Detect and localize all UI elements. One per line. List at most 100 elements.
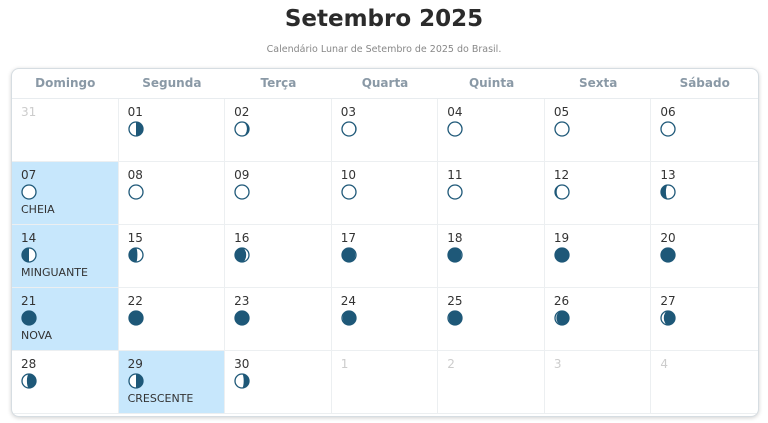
day-cell-outside-month[interactable]: 4 [651,351,758,414]
day-cell[interactable]: 17 [331,225,439,288]
day-number: 15 [127,231,143,245]
moon-phase-icon [21,184,37,200]
day-cell[interactable]: 21 NOVA [12,288,119,351]
day-number: 05 [553,105,570,119]
day-cell[interactable]: 30 [225,351,332,414]
moon-phase-label: CRESCENTE [127,392,194,405]
moon-phase-icon [554,121,570,137]
moon-phase-icon [234,184,250,200]
weekday-tuesday: Terça [260,76,297,90]
day-cell[interactable]: 24 [331,288,439,351]
day-cell[interactable]: 02 [225,99,332,162]
day-number: 11 [447,168,463,182]
moon-phase-label: MINGUANTE [21,266,88,279]
day-number: 01 [127,105,143,119]
day-number: 13 [660,168,676,182]
day-number: 23 [234,294,250,308]
moon-phase-icon [234,247,250,263]
moon-phase-icon [554,184,570,200]
day-number: 18 [447,231,463,245]
day-number: 02 [234,105,250,119]
moon-phase-icon [234,310,250,326]
day-cell[interactable]: 28 [12,351,119,414]
day-cell[interactable]: 07 CHEIA [12,162,119,225]
day-number: 1 [340,357,349,371]
day-cell-outside-month[interactable]: 1 [331,351,439,414]
day-cell[interactable]: 12 [544,162,652,225]
moon-phase-label: NOVA [21,329,53,342]
weekday-monday: Segunda [142,76,202,90]
day-number: 20 [660,231,676,245]
day-cell[interactable]: 16 [225,225,332,288]
moon-phase-icon [447,184,463,200]
day-number: 29 [127,357,143,371]
day-cell-outside-month[interactable]: 2 [438,351,545,414]
weekday-thursday: Quinta [468,76,515,90]
day-number: 31 [21,105,37,119]
day-cell[interactable]: 14 MINGUANTE [12,225,119,288]
moon-phase-icon [21,247,37,263]
moon-phase-icon [127,310,144,326]
weekday-saturday: Sábado [679,76,730,90]
day-cell[interactable]: 27 [651,288,758,351]
day-cell[interactable]: 05 [544,99,652,162]
day-number: 4 [660,357,669,371]
moon-phase-icon [127,121,144,137]
moon-phase-icon [341,184,357,200]
moon-phase-icon [21,310,37,326]
moon-phase-icon [127,373,144,389]
day-number: 17 [340,231,356,245]
day-cell[interactable]: 20 [651,225,758,288]
moon-phase-icon [447,121,463,137]
day-number: 3 [553,357,562,371]
moon-phase-icon [447,310,463,326]
day-number: 22 [127,294,143,308]
moon-phase-icon [660,184,677,200]
day-cell[interactable]: 01 [118,99,226,162]
day-cell[interactable]: 13 [651,162,758,225]
day-cell-outside-month[interactable]: 3 [544,351,652,414]
day-cell[interactable]: 10 [331,162,439,225]
day-number: 27 [660,294,676,308]
page-title: Setembro 2025 [284,6,484,32]
day-number: 12 [553,168,570,182]
moon-phase-icon [554,247,570,263]
day-cell[interactable]: 25 [438,288,545,351]
day-cell[interactable]: 04 [438,99,545,162]
day-cell[interactable]: 03 [331,99,439,162]
day-number: 16 [234,231,250,245]
day-number: 25 [447,294,463,308]
moon-phase-icon [447,247,463,263]
lunar-calendar: Domingo Segunda Terça Quarta Quinta Sext… [11,68,759,417]
day-cell-outside-month[interactable]: 31 [12,99,119,162]
day-number: 24 [340,294,356,308]
day-cell[interactable]: 08 [118,162,226,225]
day-number: 26 [553,294,570,308]
moon-phase-icon [660,310,677,326]
day-cell[interactable]: 29 CRESCENTE [118,351,226,414]
day-cell[interactable]: 26 [544,288,652,351]
day-cell[interactable]: 19 [544,225,652,288]
moon-phase-icon [127,184,144,200]
weekday-sunday: Domingo [35,76,96,90]
moon-phase-icon [660,247,677,263]
day-cell[interactable]: 15 [118,225,226,288]
day-cell[interactable]: 18 [438,225,545,288]
day-cell[interactable]: 22 [118,288,226,351]
moon-phase-icon [21,373,37,389]
moon-phase-icon [127,247,144,263]
moon-phase-icon [554,310,570,326]
day-cell[interactable]: 06 [651,99,758,162]
day-number: 07 [21,168,37,182]
day-cell[interactable]: 09 [225,162,332,225]
page-subtitle: Calendário Lunar de Setembro de 2025 do … [266,44,502,55]
day-number: 28 [21,357,37,371]
day-cell[interactable]: 11 [438,162,545,225]
day-number: 03 [340,105,356,119]
day-number: 30 [234,357,250,371]
day-cell[interactable]: 23 [225,288,332,351]
weekday-friday: Sexta [578,76,618,90]
day-number: 04 [447,105,463,119]
moon-phase-label: CHEIA [21,203,55,216]
day-number: 06 [660,105,676,119]
